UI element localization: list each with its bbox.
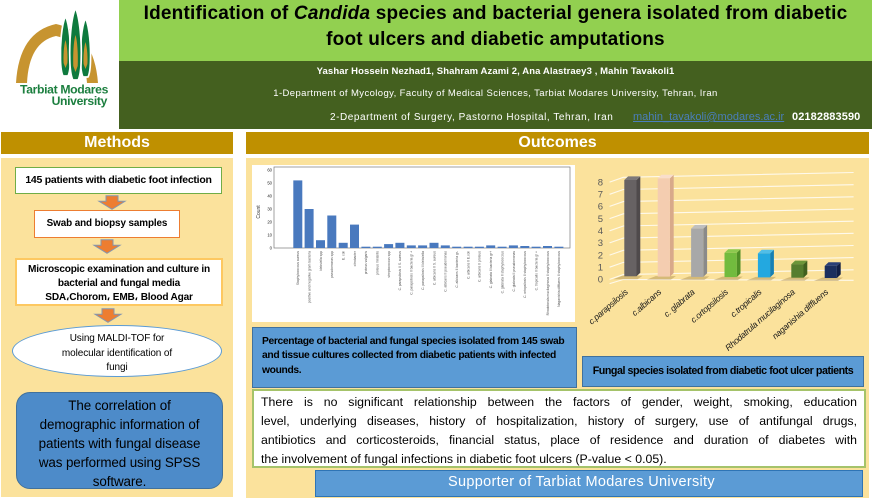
svg-text:C. glabrata II staphylococcus: C. glabrata II staphylococcus [500, 251, 504, 294]
svg-text:klebsiella spp: klebsiella spp [319, 251, 323, 271]
svg-text:10: 10 [267, 233, 272, 238]
svg-text:Staphylococcus aureus: Staphylococcus aureus [296, 251, 300, 285]
svg-text:C. parapsilosis II bacteria gr: C. parapsilosis II bacteria gr + [410, 251, 414, 295]
svg-text:C. albicans II S. aureus: C. albicans II S. aureus [432, 251, 436, 285]
svg-text:University: University [52, 94, 108, 108]
svg-text:C. albicans II pseudomonas: C. albicans II pseudomonas [444, 251, 448, 292]
svg-text:50: 50 [267, 181, 272, 186]
svg-text:C. glabrata II pseudomonas: C. glabrata II pseudomonas [512, 251, 516, 292]
svg-text:60: 60 [267, 168, 272, 173]
svg-text:citrobacter: citrobacter [353, 250, 357, 266]
svg-text:Rhodotorula mucilaginosa II st: Rhodotorula mucilaginosa II staphylococc… [546, 251, 550, 316]
svg-text:C. ortopsilosis II staphylococ: C. ortopsilosis II staphylococcus [523, 251, 527, 298]
svg-text:pseudomonas spp: pseudomonas spp [330, 251, 334, 278]
svg-text:6: 6 [598, 202, 603, 213]
svg-text:8: 8 [598, 177, 603, 188]
svg-text:7: 7 [598, 190, 603, 201]
svg-text:proteus vulgaris: proteus vulgaris [364, 251, 368, 275]
svg-text:3: 3 [598, 238, 603, 249]
svg-text:40: 40 [267, 194, 272, 199]
svg-text:C. parapsilosis II klebsiella: C. parapsilosis II klebsiella [421, 251, 425, 290]
svg-text:0: 0 [270, 246, 273, 251]
svg-text:1: 1 [598, 262, 603, 273]
svg-text:C. tropicalis II bacteria gr +: C. tropicalis II bacteria gr + [534, 251, 538, 290]
svg-text:C. albicans II E.coli: C. albicans II E.coli [466, 251, 470, 279]
svg-text:positive and negative gram bac: positive and negative gram bacteria [307, 251, 311, 303]
svg-text:C. albicans II proteus: C. albicans II proteus [478, 251, 482, 282]
svg-text:C. parapsilosis II S. aureus: C. parapsilosis II S. aureus [398, 251, 402, 291]
svg-text:30: 30 [267, 207, 272, 212]
svg-text:proteus mirabilis: proteus mirabilis [376, 251, 380, 275]
svg-text:5: 5 [598, 214, 603, 225]
svg-text:0: 0 [598, 275, 603, 286]
svg-text:naganishia diffluens: naganishia diffluens [770, 286, 831, 341]
svg-text:c.ortopsilosis: c.ortopsilosis [689, 286, 731, 324]
svg-text:streptococcus spp: streptococcus spp [387, 251, 391, 278]
svg-text:E. coli: E. coli [342, 251, 346, 260]
svg-text:Count: Count [256, 205, 262, 219]
svg-text:c.albicans: c.albicans [630, 286, 664, 318]
svg-text:C. albicans II bacteria gr-: C. albicans II bacteria gr- [455, 251, 459, 288]
svg-text:20: 20 [267, 220, 272, 225]
svg-text:2: 2 [598, 250, 603, 261]
svg-text:c.parapsilosis: c.parapsilosis [587, 286, 631, 326]
svg-text:Tarbiat Modares: Tarbiat Modares [20, 83, 109, 97]
svg-text:C. glabrata II bacteria gr+: C. glabrata II bacteria gr+ [489, 251, 493, 288]
svg-text:4: 4 [598, 226, 603, 237]
svg-text:Naganishia diffluens II staphy: Naganishia diffluens II staphylococcus [557, 251, 561, 307]
